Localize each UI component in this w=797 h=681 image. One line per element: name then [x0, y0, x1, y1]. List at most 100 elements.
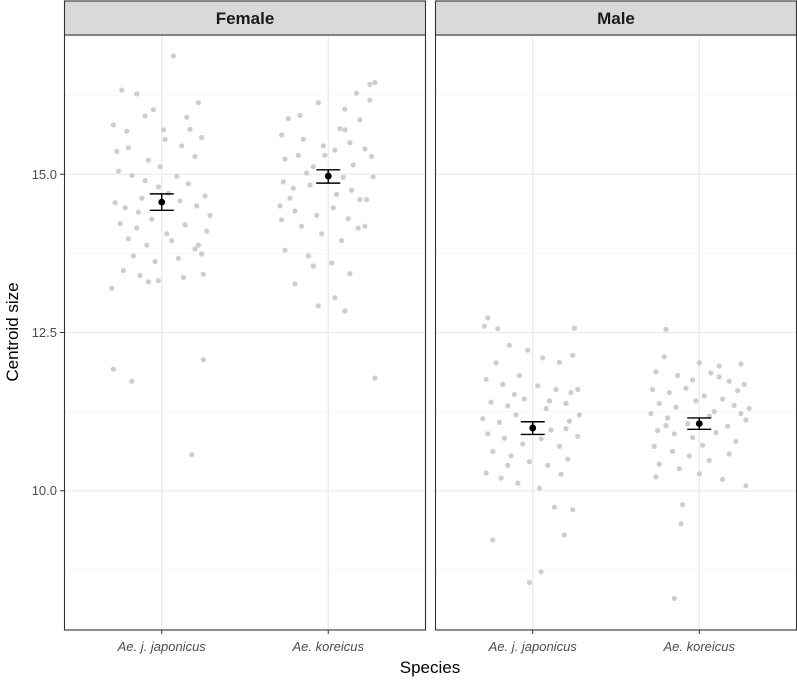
data-point [109, 285, 115, 291]
data-point [495, 326, 501, 332]
data-point [157, 164, 163, 170]
data-point [700, 442, 706, 448]
y-tick-label: 10.0 [32, 483, 57, 498]
data-point [347, 271, 353, 277]
panels-layer: Female Ae. j. japonicus Ae. koreicus Male Ae… [32, 0, 797, 654]
facet-strip-label: Female [216, 9, 275, 28]
data-point [207, 212, 213, 218]
data-point [693, 398, 699, 404]
data-point [690, 377, 696, 383]
data-point [501, 435, 507, 441]
data-point [295, 152, 301, 158]
data-point [666, 390, 672, 396]
data-point [182, 222, 188, 228]
data-point [155, 278, 161, 284]
data-point [350, 162, 356, 168]
data-point [129, 378, 135, 384]
data-point [563, 400, 569, 406]
data-point [538, 436, 544, 442]
data-point [493, 360, 499, 366]
data-point [315, 303, 321, 309]
data-point [297, 112, 303, 118]
data-point [696, 471, 702, 477]
data-point [357, 197, 363, 203]
data-point [713, 429, 719, 436]
data-point [305, 253, 311, 259]
data-point [342, 106, 348, 112]
data-point [720, 476, 726, 482]
data-point [483, 470, 489, 476]
data-point [570, 352, 576, 358]
data-point [731, 402, 737, 408]
data-point [129, 172, 135, 179]
data-point [322, 152, 328, 158]
data-point [498, 475, 504, 481]
data-point [665, 415, 671, 421]
data-point [686, 453, 692, 459]
data-point [139, 195, 145, 201]
data-point [115, 168, 121, 174]
data-point [320, 143, 326, 149]
panel-female: Female Ae. j. japonicus Ae. koreicus [63, 0, 427, 654]
data-point [194, 203, 200, 209]
data-point [685, 421, 691, 427]
x-tick-label: Ae. koreicus [291, 639, 364, 654]
data-point [516, 372, 523, 379]
data-point [561, 532, 568, 538]
data-point [200, 357, 206, 363]
data-point [551, 504, 558, 510]
data-point [508, 453, 514, 459]
data-point [174, 173, 180, 179]
data-point [481, 323, 487, 329]
data-point [663, 422, 669, 429]
data-point [553, 386, 559, 393]
data-point [204, 228, 210, 234]
data-point [175, 255, 181, 261]
data-point [300, 136, 306, 142]
data-point [110, 366, 116, 372]
data-point [162, 136, 168, 142]
data-point [117, 221, 123, 227]
data-point [134, 91, 140, 97]
data-point [663, 326, 669, 332]
data-point [488, 399, 494, 405]
data-point [716, 363, 722, 369]
data-point [367, 81, 373, 87]
data-point [184, 114, 190, 120]
data-point [310, 164, 316, 170]
data-point [364, 197, 370, 203]
data-point [565, 456, 571, 462]
data-point [285, 116, 291, 122]
data-point [490, 448, 496, 455]
data-point [180, 274, 186, 280]
data-point [716, 374, 722, 380]
data-point [485, 315, 491, 321]
data-point [741, 381, 747, 387]
y-tick-label: 15.0 [32, 167, 57, 182]
data-point [290, 185, 296, 191]
data-point [490, 537, 496, 543]
data-point [656, 400, 662, 406]
data-point [483, 376, 489, 382]
data-point [525, 347, 531, 353]
data-point [513, 412, 519, 418]
data-point [670, 448, 676, 455]
data-point [200, 271, 206, 277]
data-point [202, 193, 208, 199]
data-point [725, 423, 731, 429]
y-axis: 10.0 12.5 15.0 [32, 167, 64, 498]
data-point [521, 396, 528, 402]
data-point [155, 184, 161, 190]
data-point [545, 462, 551, 468]
data-point [746, 405, 752, 412]
data-point [540, 355, 546, 361]
data-point [485, 431, 491, 437]
data-point [319, 231, 325, 237]
data-point [500, 381, 506, 387]
data-point [653, 369, 659, 375]
data-point [307, 182, 313, 188]
data-point [676, 466, 682, 472]
data-point [124, 128, 130, 134]
data-point [192, 153, 198, 160]
data-point [733, 438, 739, 444]
